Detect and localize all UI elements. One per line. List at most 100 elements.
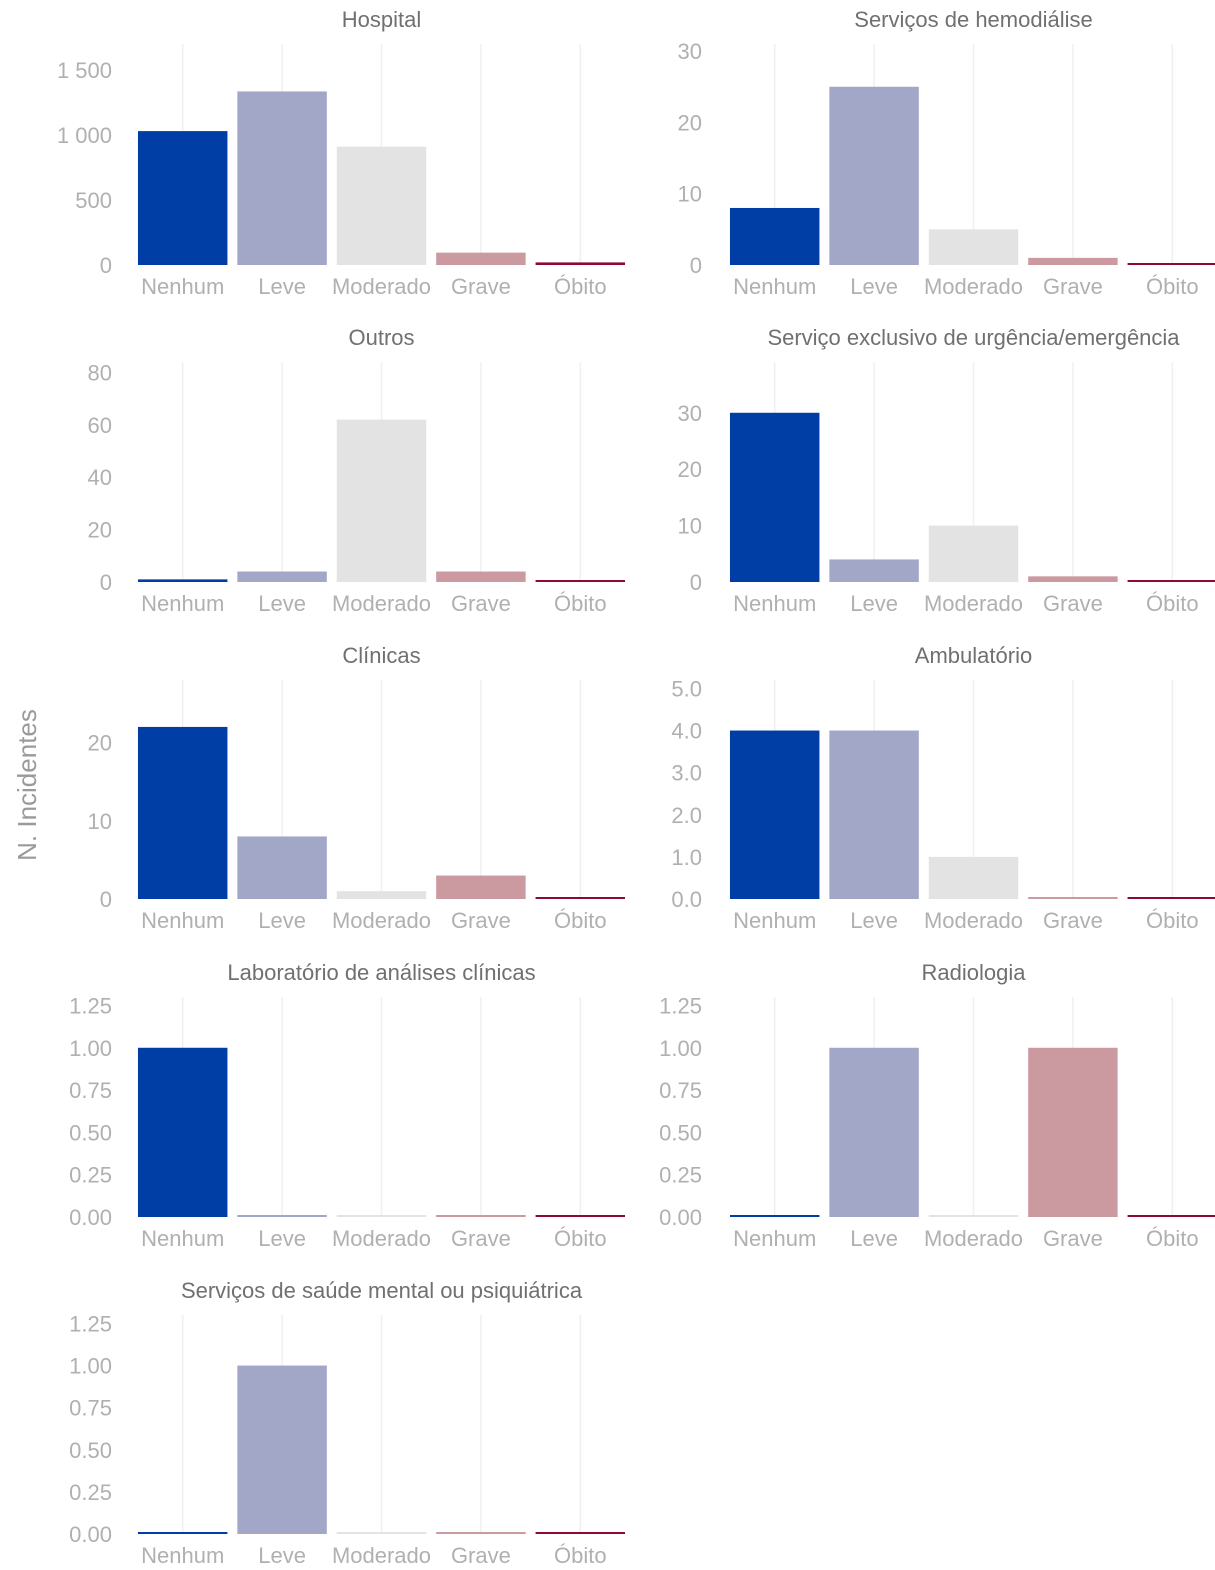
x-tick-label: Nenhum xyxy=(733,908,816,933)
bar-leve xyxy=(237,1215,327,1217)
x-tick-label: Nenhum xyxy=(733,1226,816,1251)
x-tick-label: Leve xyxy=(258,591,306,616)
y-tick-label: 3.0 xyxy=(671,761,702,786)
x-tick-label: Óbito xyxy=(554,274,607,299)
bar-leve xyxy=(829,730,919,899)
y-tick-label: 0.25 xyxy=(69,1480,112,1505)
y-tick-label: 1.25 xyxy=(69,993,112,1018)
bar-moderado xyxy=(336,419,427,582)
panel-title: Serviço exclusivo de urgência/emergência xyxy=(767,325,1180,350)
bar-moderado xyxy=(336,146,427,265)
bar-nenhum xyxy=(137,726,228,899)
x-tick-label: Moderado xyxy=(924,591,1023,616)
y-tick-label: 0 xyxy=(100,570,112,595)
panel-outros: Outros 0 20 40 60 80 Nenhum Leve Moderado Grave Ób… xyxy=(88,325,626,616)
y-axis-label: N. Incidentes xyxy=(12,709,42,861)
x-tick-label: Moderado xyxy=(332,274,431,299)
y-tick-label: 0 xyxy=(690,253,702,278)
x-tick-label: Grave xyxy=(1043,1226,1103,1251)
bar-nenhum xyxy=(137,579,228,582)
panel-servicos-de-saude-mental-ou-psiquiatrica: Serviços de saúde mental ou psiquiátrica… xyxy=(69,1278,626,1568)
x-tick-label: Grave xyxy=(451,274,511,299)
y-tick-label: 0.00 xyxy=(659,1205,702,1230)
y-tick-label: 10 xyxy=(88,809,112,834)
bar-obito xyxy=(535,1215,626,1217)
panel-title: Clínicas xyxy=(342,643,420,668)
panel-servicos-de-hemodialise: Serviços de hemodiálise 0 10 20 30 Nenhum Leve… xyxy=(678,7,1215,299)
x-tick-label: Moderado xyxy=(332,591,431,616)
y-tick-label: 20 xyxy=(88,518,112,543)
x-tick-label: Óbito xyxy=(1146,274,1199,299)
y-tick-label: 5.0 xyxy=(671,676,702,701)
bar-obito xyxy=(535,580,626,582)
y-tick-label: 0 xyxy=(100,887,112,912)
bar-grave xyxy=(436,1532,526,1534)
bar-leve xyxy=(237,836,327,899)
y-tick-label: 30 xyxy=(678,39,702,64)
y-tick-label: 1.25 xyxy=(659,993,702,1018)
x-tick-label: Nenhum xyxy=(733,591,816,616)
bar-nenhum xyxy=(137,131,228,265)
y-tick-label: 80 xyxy=(88,360,112,385)
bar-grave xyxy=(1028,576,1118,582)
y-tick-label: 0.50 xyxy=(69,1120,112,1145)
x-tick-label: Leve xyxy=(258,1226,306,1251)
bar-nenhum xyxy=(729,207,820,265)
panel-ambulatorio: Ambulatório 0.0 1.0 2.0 3.0 4.0 5.0 Nenhum Leve M… xyxy=(671,643,1215,933)
bar-nenhum xyxy=(729,730,820,899)
y-tick-label: 30 xyxy=(678,401,702,426)
bar-obito xyxy=(1127,1215,1215,1217)
bar-moderado xyxy=(336,1532,427,1534)
x-tick-label: Grave xyxy=(451,1543,511,1568)
bar-grave xyxy=(436,571,526,582)
bar-leve xyxy=(237,1365,327,1534)
x-tick-label: Óbito xyxy=(554,908,607,933)
y-tick-label: 60 xyxy=(88,413,112,438)
x-tick-label: Óbito xyxy=(1146,591,1199,616)
bar-leve xyxy=(829,86,919,265)
y-tick-label: 500 xyxy=(75,188,112,213)
bar-moderado xyxy=(928,229,1019,265)
y-tick-label: 0.00 xyxy=(69,1205,112,1230)
bar-leve xyxy=(237,571,327,582)
y-tick-label: 0.0 xyxy=(671,887,702,912)
bar-grave xyxy=(436,1215,526,1217)
x-tick-label: Leve xyxy=(850,591,898,616)
panel-title: Outros xyxy=(348,325,414,350)
bar-obito xyxy=(535,262,626,265)
x-tick-label: Óbito xyxy=(554,591,607,616)
x-tick-label: Leve xyxy=(258,1543,306,1568)
bar-leve xyxy=(829,559,919,582)
panel-title: Ambulatório xyxy=(915,643,1032,668)
x-tick-label: Leve xyxy=(258,908,306,933)
y-tick-label: 1.00 xyxy=(69,1354,112,1379)
bar-obito xyxy=(1127,263,1215,265)
bar-grave xyxy=(1028,897,1118,899)
x-tick-label: Nenhum xyxy=(141,1543,224,1568)
bar-nenhum xyxy=(729,412,820,582)
bar-obito xyxy=(535,897,626,899)
y-tick-label: 0.25 xyxy=(659,1163,702,1188)
bar-grave xyxy=(436,252,526,265)
x-tick-label: Óbito xyxy=(554,1543,607,1568)
y-tick-label: 1 000 xyxy=(57,123,112,148)
y-tick-label: 0.50 xyxy=(659,1120,702,1145)
y-tick-label: 1 500 xyxy=(57,58,112,83)
y-tick-label: 0.00 xyxy=(69,1522,112,1547)
y-tick-label: 20 xyxy=(678,457,702,482)
x-tick-label: Leve xyxy=(850,908,898,933)
x-tick-label: Grave xyxy=(451,1226,511,1251)
x-tick-label: Moderado xyxy=(924,908,1023,933)
x-tick-label: Leve xyxy=(258,274,306,299)
x-tick-label: Grave xyxy=(1043,908,1103,933)
bar-grave xyxy=(1028,257,1118,265)
x-tick-label: Nenhum xyxy=(141,908,224,933)
bar-moderado xyxy=(928,856,1019,899)
x-tick-label: Nenhum xyxy=(733,274,816,299)
y-tick-label: 0.50 xyxy=(69,1438,112,1463)
x-tick-label: Leve xyxy=(850,1226,898,1251)
x-tick-label: Moderado xyxy=(924,1226,1023,1251)
y-tick-label: 40 xyxy=(88,465,112,490)
bar-obito xyxy=(535,1532,626,1534)
bar-nenhum xyxy=(729,1215,820,1217)
